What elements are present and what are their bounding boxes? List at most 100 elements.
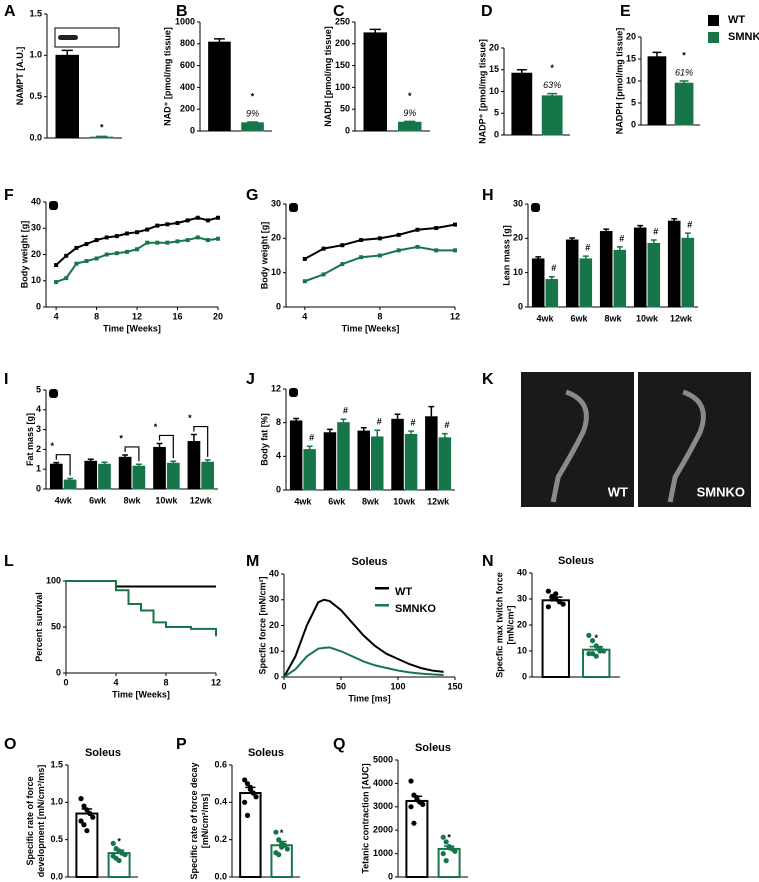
bar	[239, 792, 262, 878]
x-tick-label: 12wk	[670, 313, 693, 323]
y-axis-label: [mN/cm²/ms]	[200, 794, 210, 849]
bar	[647, 56, 667, 126]
marker	[396, 248, 401, 253]
legend-label: WT	[728, 14, 745, 26]
y-tick-label: 0	[36, 483, 41, 493]
error-bar	[170, 460, 177, 464]
panel-letter: J	[246, 371, 255, 388]
bar	[565, 239, 579, 308]
y-tick-label: 0	[276, 484, 281, 494]
data-point	[122, 852, 128, 858]
error-bar	[679, 80, 689, 84]
y-axis-label: Fat mass [g]	[25, 413, 35, 466]
significance-mark: #	[411, 417, 416, 427]
data-point	[443, 839, 449, 845]
data-point	[253, 794, 259, 800]
panel-title: Soleus	[85, 747, 121, 759]
error-bar	[404, 120, 416, 123]
error-bar	[516, 69, 527, 74]
y-tick-label: 0.6	[214, 759, 227, 769]
significance-mark: *	[682, 50, 686, 60]
error-bar	[340, 418, 347, 423]
x-tick-label: 4wk	[55, 495, 73, 505]
y-tick-label: 5000	[373, 754, 393, 764]
data-point	[593, 653, 599, 659]
series-line	[66, 580, 217, 637]
y-tick-label: 1000	[373, 848, 393, 858]
y-tick-label: 4	[276, 451, 281, 461]
bracket	[55, 454, 71, 476]
x-tick-label: 4	[302, 311, 307, 321]
y-tick-label: 30	[269, 594, 279, 604]
x-tick-label: 4	[54, 311, 59, 321]
data-point	[279, 844, 285, 850]
y-tick-label: 2000	[373, 825, 393, 835]
data-point	[586, 632, 592, 639]
y-axis-label: Tetanic contraction [AUC]	[360, 763, 370, 873]
panel-letter: M	[246, 553, 259, 570]
error-bar	[374, 429, 381, 437]
series-line	[283, 598, 444, 678]
data-point	[84, 807, 90, 813]
y-axis-label: NAD⁺ [pmol/mg tissue]	[162, 27, 172, 126]
percent-label: 61%	[675, 67, 693, 77]
bar	[405, 799, 429, 879]
y-tick-label: 0	[190, 125, 195, 135]
y-tick-label: 0.4	[214, 797, 227, 807]
x-tick-label: 10wk	[155, 495, 178, 505]
data-point	[90, 814, 96, 820]
bar	[84, 460, 98, 490]
marker	[434, 226, 439, 231]
panel-letter: B	[176, 3, 188, 20]
y-tick-label: 20	[31, 249, 41, 259]
x-tick-label: 12	[211, 677, 221, 687]
panel-icon	[289, 388, 298, 397]
error-bar	[122, 454, 129, 458]
y-tick-label: 10	[31, 275, 41, 285]
error-bar	[135, 463, 142, 467]
y-tick-label: 1.5	[50, 759, 63, 769]
bar	[132, 465, 146, 490]
legend-swatch	[375, 604, 389, 607]
x-axis-label: Time [Weeks]	[103, 323, 161, 333]
error-bar	[369, 28, 381, 33]
data-point	[549, 596, 555, 602]
bar	[201, 461, 215, 490]
marker	[175, 221, 180, 225]
panel-letter: O	[4, 736, 16, 753]
y-tick-label: 0	[276, 301, 281, 311]
error-bar	[53, 461, 60, 465]
y-tick-label: 0	[274, 671, 279, 681]
significance-mark: *	[280, 828, 284, 838]
y-axis-label: Specific rate of force decay	[189, 762, 199, 879]
marker	[135, 247, 140, 252]
data-point	[589, 638, 596, 644]
y-tick-label: 30	[517, 593, 527, 603]
marker	[64, 276, 69, 281]
y-tick-label: 100	[335, 82, 350, 92]
significance-mark: #	[444, 420, 449, 430]
error-bar	[247, 121, 258, 123]
bar	[363, 32, 387, 132]
panel-icon	[289, 203, 298, 212]
data-point	[446, 845, 452, 851]
data-point	[545, 588, 551, 594]
error-bar	[547, 92, 558, 96]
y-tick-label: 1.0	[29, 50, 42, 60]
bar	[118, 456, 132, 490]
marker	[377, 236, 382, 241]
series-line	[304, 245, 455, 283]
y-axis-label: Specific rate of force	[25, 776, 35, 865]
skeleton	[550, 389, 589, 503]
y-tick-label: 0	[56, 667, 61, 677]
y-tick-label: 0	[388, 871, 393, 881]
marker	[74, 245, 79, 250]
bar	[337, 422, 350, 491]
y-tick-label: 30	[513, 198, 523, 208]
data-point	[273, 829, 279, 835]
data-point	[84, 828, 90, 834]
y-axis-label: Body weight [g]	[19, 221, 29, 289]
significance-mark: #	[585, 243, 590, 253]
panel-letter: F	[4, 187, 14, 204]
marker	[94, 238, 99, 243]
